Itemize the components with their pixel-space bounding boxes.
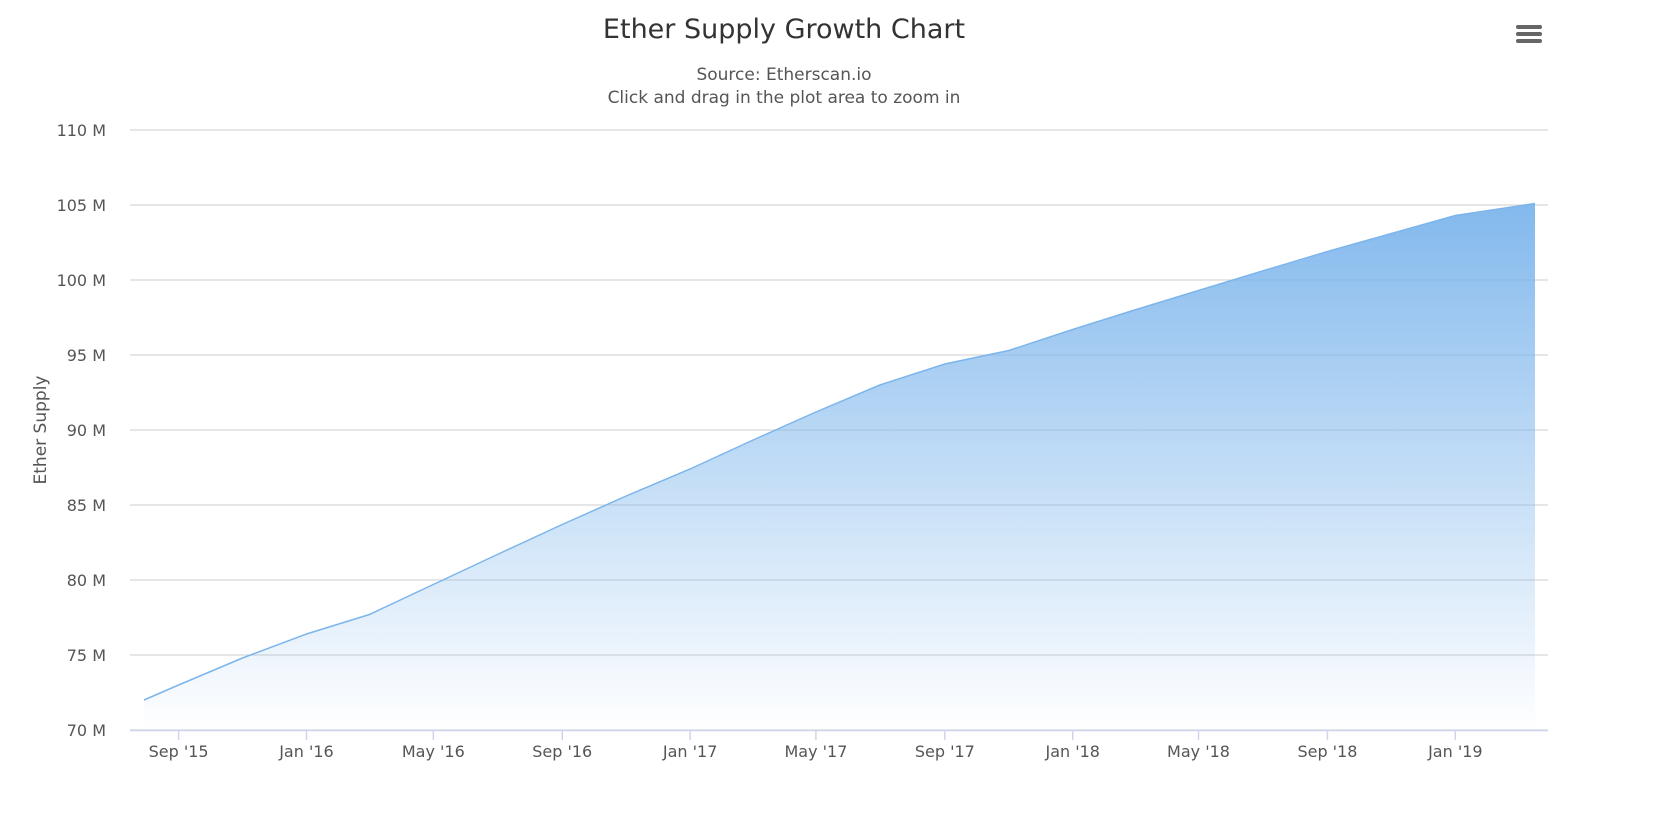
subtitle-zoom-hint: Click and drag in the plot area to zoom …: [607, 88, 961, 108]
y-tick-label: 85 M: [67, 496, 106, 515]
y-tick-label: 100 M: [57, 271, 106, 290]
y-tick-label: 80 M: [67, 571, 106, 590]
x-tick-label: Sep '15: [149, 742, 209, 761]
x-tick-label: May '18: [1167, 742, 1230, 761]
y-tick-label: 110 M: [57, 121, 106, 140]
x-tick-label: May '16: [402, 742, 465, 761]
y-tick-label: 70 M: [67, 721, 106, 740]
chart-title: Ether Supply Growth Chart: [602, 14, 966, 45]
series-area: [144, 203, 1535, 730]
x-tick-label: Jan '19: [1427, 742, 1483, 761]
series-layer: [143, 202, 1536, 730]
chart-subtitle: Source: Etherscan.io Click and drag in t…: [0, 64, 1568, 110]
y-tick-label: 75 M: [67, 646, 106, 665]
menu-icon[interactable]: [1514, 22, 1544, 50]
y-axis-title: Ether Supply: [31, 376, 51, 485]
series-line: [143, 202, 1536, 701]
x-tick-label: Sep '16: [532, 742, 592, 761]
x-tick-label: Jan '16: [278, 742, 334, 761]
x-tick-label: Sep '18: [1297, 742, 1357, 761]
y-tick-label: 90 M: [67, 421, 106, 440]
axes: 70 M 75 M 80 M 85 M 90 M 95 M 100 M 105 M 110 M S…: [57, 121, 1548, 761]
x-tick-label: Jan '18: [1044, 742, 1100, 761]
x-tick-label: May '17: [784, 742, 847, 761]
x-tick-label: Sep '17: [915, 742, 975, 761]
x-tick-label: Jan '17: [662, 742, 718, 761]
y-tick-label: 95 M: [67, 346, 106, 365]
y-tick-label: 105 M: [57, 196, 106, 215]
subtitle-source: Source: Etherscan.io: [696, 65, 872, 85]
